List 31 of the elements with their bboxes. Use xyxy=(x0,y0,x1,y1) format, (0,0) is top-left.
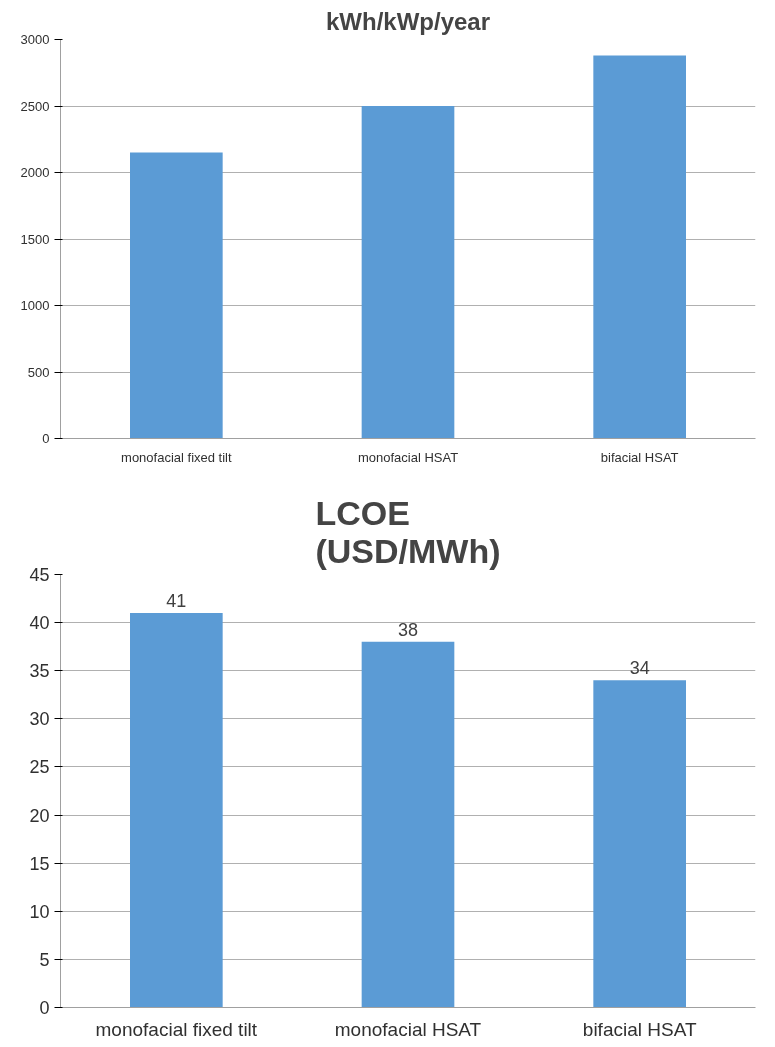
chart-title: LCOE (USD/MWh) xyxy=(315,493,501,570)
y-tick-label: 500 xyxy=(27,364,50,380)
y-tick-label: 20 xyxy=(29,805,50,826)
bar xyxy=(361,106,455,439)
y-tick-label: 40 xyxy=(29,613,50,634)
y-tick-label: 1500 xyxy=(20,231,50,247)
y-tick-label: 15 xyxy=(29,853,50,874)
x-tick-label: monofacial HSAT xyxy=(334,1018,482,1040)
x-tick-label: bifacial HSAT xyxy=(582,1018,697,1040)
y-tick-label: 0 xyxy=(42,431,50,446)
y-tick-label: 30 xyxy=(29,709,50,730)
chart-title: kWh/kWp/year xyxy=(325,7,491,35)
y-tick-label: 1000 xyxy=(20,298,50,313)
data-label: 34 xyxy=(629,658,650,679)
y-tick-label: 3000 xyxy=(20,32,50,47)
y-tick-label: 2500 xyxy=(20,98,50,114)
bar xyxy=(130,152,223,439)
bar xyxy=(593,55,686,439)
y-tick-label: 10 xyxy=(29,901,50,922)
y-tick-label: 45 xyxy=(29,565,50,585)
data-label: 41 xyxy=(166,590,187,611)
y-tick-label: 35 xyxy=(29,661,50,682)
y-tick-label: 2000 xyxy=(20,165,50,180)
x-tick-label: bifacial HSAT xyxy=(600,449,679,465)
y-tick-label: 5 xyxy=(39,949,50,970)
y-tick-label: 0 xyxy=(39,998,50,1018)
x-tick-label: monofacial HSAT xyxy=(357,449,459,465)
y-tick-label: 25 xyxy=(29,757,50,778)
data-label: 38 xyxy=(397,619,419,640)
x-tick-label: monofacial fixed tilt xyxy=(95,1018,258,1040)
x-tick-label: monofacial fixed tilt xyxy=(121,449,232,465)
